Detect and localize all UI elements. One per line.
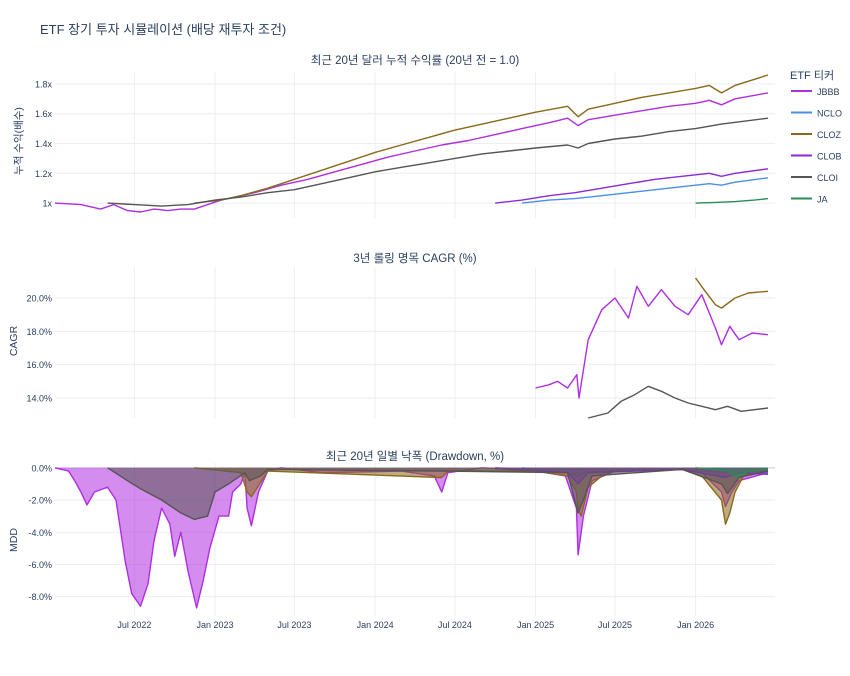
- x-tick-label: Jan 2023: [197, 620, 234, 630]
- panel-1-title: 3년 롤링 명목 CAGR (%): [353, 252, 476, 265]
- y-tick-label: -4.0%: [28, 528, 52, 538]
- y-tick-label: 0.0%: [31, 463, 52, 473]
- drawdown-area-cloi: [107, 467, 769, 520]
- panel-1-series: [535, 277, 769, 419]
- series-line-ja: [695, 467, 769, 479]
- figure-title: ETF 장기 투자 시뮬레이션 (배당 재투자 조건): [40, 22, 286, 37]
- legend-item-cloi[interactable]: CLOI: [791, 173, 838, 183]
- x-axis-ticks: Jul 2022 Jan 2023 Jul 2023 Jan 2024 Jul 2024…: [117, 620, 714, 630]
- series-line-cloz: [194, 74, 769, 204]
- legend-item-ja[interactable]: JA: [791, 195, 828, 205]
- legend-item-nclo[interactable]: NCLO: [791, 109, 842, 119]
- series-line-cloz: [695, 277, 769, 309]
- cumulative-return-panel: 최근 20년 달러 누적 수익률 (20년 전 = 1.0) 누적 수익(배수)…: [13, 53, 775, 218]
- drawdown-area-ja: [695, 467, 768, 478]
- drawdown-area-cloz: [194, 467, 768, 525]
- panel-1-ylabel: CAGR: [8, 325, 20, 356]
- panel-2-series: [54, 467, 769, 609]
- y-tick-label: 1.2x: [35, 169, 53, 179]
- panel-0-y-ticks: 1x 1.2x 1.4x 1.6x 1.8x: [35, 79, 53, 208]
- x-tick-label: Jul 2024: [438, 620, 472, 630]
- panel-0-series: [54, 74, 769, 213]
- x-tick-label: Jan 2024: [357, 620, 394, 630]
- panel-2-ylabel: MDD: [8, 528, 20, 552]
- y-tick-label: 1.8x: [35, 79, 53, 89]
- legend-item-cloz[interactable]: CLOZ: [791, 130, 842, 140]
- legend-title: ETF 티커: [790, 69, 834, 82]
- panel-0-ylabel: 누적 수익(배수): [13, 107, 25, 175]
- series-line-cloi: [107, 467, 769, 521]
- x-tick-label: Jul 2025: [598, 620, 632, 630]
- series-line-jbbb: [54, 92, 769, 213]
- series-line-clob: [495, 168, 769, 204]
- legend-label: JA: [817, 195, 828, 205]
- legend-label: CLOB: [817, 152, 842, 162]
- series-line-nclo: [521, 177, 769, 204]
- y-tick-label: 18.0%: [26, 327, 52, 337]
- series-line-cloz: [194, 467, 769, 525]
- series-line-cloi: [588, 385, 769, 419]
- x-tick-label: Jul 2023: [277, 620, 311, 630]
- y-tick-label: 20.0%: [26, 294, 52, 304]
- y-tick-label: 1.4x: [35, 139, 53, 149]
- drawdown-panel: 최근 20년 일별 낙폭 (Drawdown, %) MDD 0.0% -2.0%…: [8, 449, 775, 630]
- series-line-ja: [695, 197, 769, 204]
- panel-2-y-ticks: 0.0% -2.0% -4.0% -6.0% -8.0%: [28, 463, 52, 602]
- series-line-cloi: [107, 117, 769, 207]
- x-tick-label: Jul 2022: [117, 620, 151, 630]
- legend: ETF 티커 JBBB NCLO CLOZ CLOB CLOI JA: [790, 69, 842, 205]
- y-tick-label: 1.6x: [35, 109, 53, 119]
- legend-item-clob[interactable]: CLOB: [791, 152, 842, 162]
- legend-label: CLOI: [817, 173, 838, 183]
- panel-1-y-ticks: 14.0% 16.0% 18.0% 20.0%: [26, 294, 52, 404]
- x-tick-label: Jan 2025: [517, 620, 554, 630]
- y-tick-label: 1x: [42, 199, 52, 209]
- panel-2-title: 최근 20년 일별 낙폭 (Drawdown, %): [326, 449, 504, 463]
- drawdown-area-jbbb: [55, 467, 768, 608]
- legend-label: NCLO: [817, 109, 842, 119]
- panel-0-title: 최근 20년 달러 누적 수익률 (20년 전 = 1.0): [311, 53, 520, 67]
- y-tick-label: 16.0%: [26, 360, 52, 370]
- rolling-cagr-panel: 3년 롤링 명목 CAGR (%) CAGR 14.0% 16.0% 18.0% 20…: [8, 252, 775, 419]
- legend-label: JBBB: [817, 87, 840, 97]
- legend-items: JBBB NCLO CLOZ CLOB CLOI JA: [791, 87, 842, 205]
- series-line-jbbb: [535, 285, 769, 399]
- legend-label: CLOZ: [817, 130, 842, 140]
- y-tick-label: -2.0%: [28, 496, 52, 506]
- y-tick-label: 14.0%: [26, 394, 52, 404]
- panel-1-grid: [55, 268, 775, 418]
- y-tick-label: -6.0%: [28, 560, 52, 570]
- x-tick-label: Jan 2026: [677, 620, 714, 630]
- y-tick-label: -8.0%: [28, 592, 52, 602]
- legend-item-jbbb[interactable]: JBBB: [791, 87, 840, 97]
- panel-0-grid: [55, 72, 775, 218]
